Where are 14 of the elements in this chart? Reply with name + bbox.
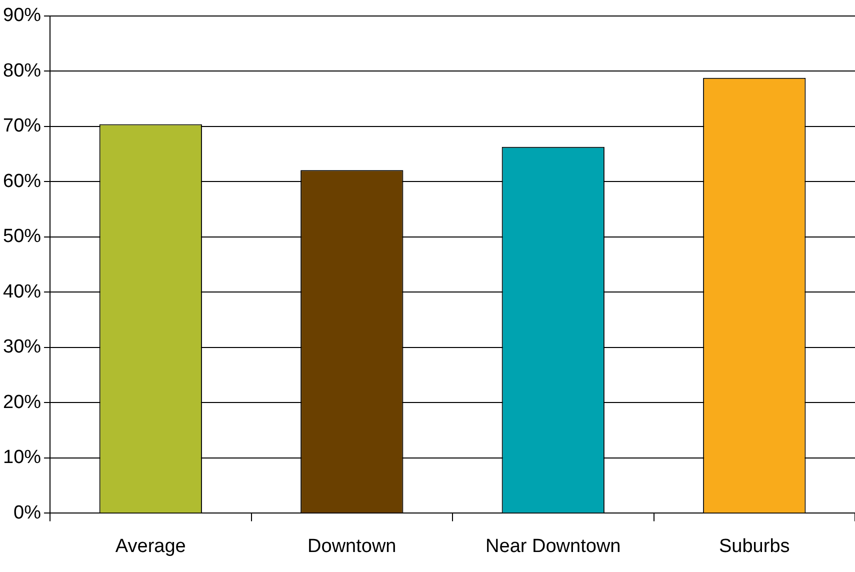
x-tick-label: Downtown <box>308 536 396 557</box>
y-tick-label: 0% <box>14 502 42 524</box>
x-tick-label: Suburbs <box>718 536 790 557</box>
y-tick-label: 40% <box>2 281 42 302</box>
x-tick-label: Average <box>115 536 186 557</box>
y-tick-label: 90% <box>2 5 42 26</box>
y-tick-label: 80% <box>2 60 42 82</box>
y-tick-label: 20% <box>2 392 42 413</box>
y-tick-label: 50% <box>2 226 42 248</box>
y-tick-label: 60% <box>2 170 42 192</box>
y-tick-label: 10% <box>2 447 42 468</box>
x-tick-label: Near Downtown <box>486 536 621 557</box>
y-tick-label: 70% <box>2 116 42 137</box>
y-tick-label: 30% <box>2 336 42 358</box>
